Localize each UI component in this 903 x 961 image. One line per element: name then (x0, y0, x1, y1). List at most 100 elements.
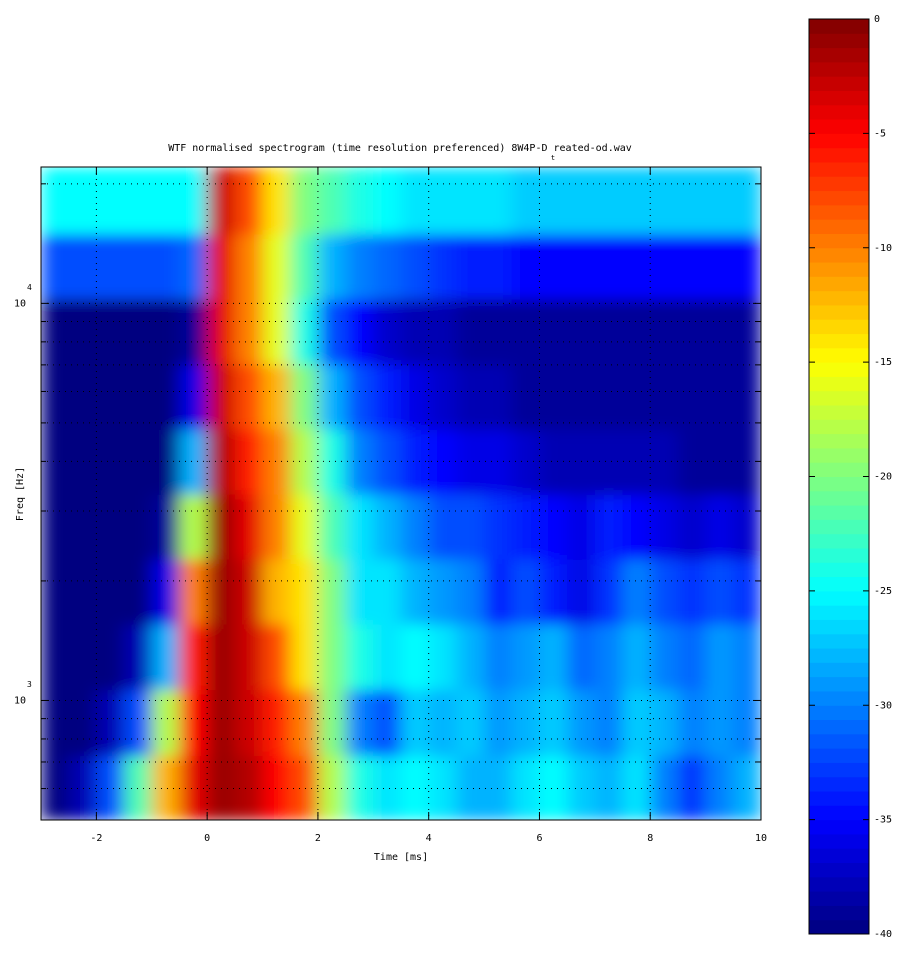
heatmap-cell (41, 559, 70, 625)
heatmap-cell (428, 233, 457, 300)
colorbar-swatch (809, 519, 869, 535)
heatmap-cell (124, 559, 153, 625)
colorbar-tick-label: 0 (874, 14, 880, 25)
colorbar-swatch (809, 433, 869, 449)
colorbar-swatch (809, 262, 869, 277)
heatmap-cell (594, 233, 624, 300)
colorbar-tick-label: -30 (874, 700, 892, 711)
heatmap-cell (401, 755, 430, 820)
heatmap-cell (317, 299, 347, 365)
heatmap-cell (511, 689, 540, 757)
heatmap-cell (677, 689, 707, 757)
heatmap-cell (733, 494, 761, 560)
heatmap-cell (41, 755, 70, 820)
colorbar-swatch (809, 333, 869, 349)
heatmap-cell (96, 167, 125, 235)
heatmap-cell (290, 624, 319, 691)
heatmap-cell (705, 494, 734, 560)
heatmap-cell (373, 624, 402, 691)
heatmap-cell (41, 299, 70, 365)
grid (41, 167, 761, 820)
heatmap-cell (151, 364, 180, 430)
colorbar-swatch (809, 891, 869, 906)
colorbar-swatch (809, 219, 869, 234)
heatmap-cell (567, 494, 596, 560)
heatmap-cell (207, 689, 236, 757)
colorbar-swatch (809, 648, 869, 663)
colorbar-swatch (809, 719, 869, 735)
y-tick-label: 10 (14, 298, 26, 309)
heatmap-cell (290, 755, 319, 820)
colorbar-tick-label: -10 (874, 243, 892, 254)
heatmap-cell (428, 167, 457, 235)
heatmap-cell (96, 233, 125, 300)
heatmap-cell (401, 559, 430, 625)
colorbar-swatch (809, 876, 869, 892)
heatmap-cell (733, 299, 761, 365)
heatmap-cell (594, 689, 624, 757)
colorbar-swatch (809, 776, 869, 792)
heatmap-cell (539, 233, 568, 300)
heatmap-cell (677, 494, 707, 560)
heatmap-cell (567, 167, 596, 235)
colorbar-swatch (809, 447, 869, 463)
colorbar-swatch (809, 405, 869, 420)
heatmap-cell (511, 233, 540, 300)
colorbar-swatch (809, 419, 869, 435)
x-axis-label: Time [ms] (374, 852, 428, 863)
heatmap-cell (428, 364, 457, 430)
heatmap-cell (151, 233, 180, 300)
heatmap-cell (41, 689, 70, 757)
heatmap-cell (179, 559, 208, 625)
heatmap-cell (373, 494, 402, 560)
heatmap-cell (290, 167, 319, 235)
heatmap-cell (539, 689, 568, 757)
heatmap-cell (511, 364, 540, 430)
heatmap-cell (456, 167, 485, 235)
heatmap-cell (733, 167, 761, 235)
heatmap-cell (290, 233, 319, 300)
heatmap-cell (207, 233, 236, 300)
heatmap-cell (484, 494, 513, 560)
colorbar-swatch (809, 819, 869, 835)
heatmap-cell (456, 364, 485, 430)
heatmap-cell (317, 689, 347, 757)
heatmap-cell (539, 559, 568, 625)
heatmap-cell (705, 429, 734, 495)
heatmap-cell (594, 167, 624, 235)
heatmap-cell (539, 624, 568, 691)
heatmap-cell (484, 233, 513, 300)
heatmap-cell (484, 624, 513, 691)
heatmap-cell (650, 624, 679, 691)
heatmap-cell (262, 494, 291, 560)
heatmap-cell (456, 299, 485, 365)
heatmap-cell (428, 559, 457, 625)
colorbar-swatch (809, 362, 869, 377)
heatmap-cell (484, 364, 513, 430)
heatmap-cell (456, 624, 485, 691)
colorbar-swatch (809, 204, 869, 220)
colorbar-swatch (809, 133, 869, 149)
heatmap-cell (428, 429, 457, 495)
colorbar-swatch (809, 476, 869, 492)
heatmap-cell (207, 559, 236, 625)
heatmap-cell (705, 299, 734, 365)
heatmap-cell (124, 494, 153, 560)
heatmap-cell (733, 624, 761, 691)
heatmap-cell (705, 364, 734, 430)
colorbar-swatch (809, 119, 869, 134)
colorbar-tick-label: -40 (874, 929, 892, 940)
heatmap-cell (373, 167, 402, 235)
heatmap-cell (373, 755, 402, 820)
heatmap-cell (262, 167, 291, 235)
colorbar-swatch (809, 390, 869, 406)
heatmap-cell (677, 429, 707, 495)
heatmap-cell (401, 689, 430, 757)
heatmap-cell (151, 429, 180, 495)
colorbar-swatch (809, 76, 869, 91)
heatmap-cell (290, 689, 319, 757)
heatmap-cell (68, 559, 97, 625)
heatmap-cell (539, 299, 568, 365)
heatmap-cell (96, 364, 125, 430)
heatmap-cell (179, 755, 208, 820)
